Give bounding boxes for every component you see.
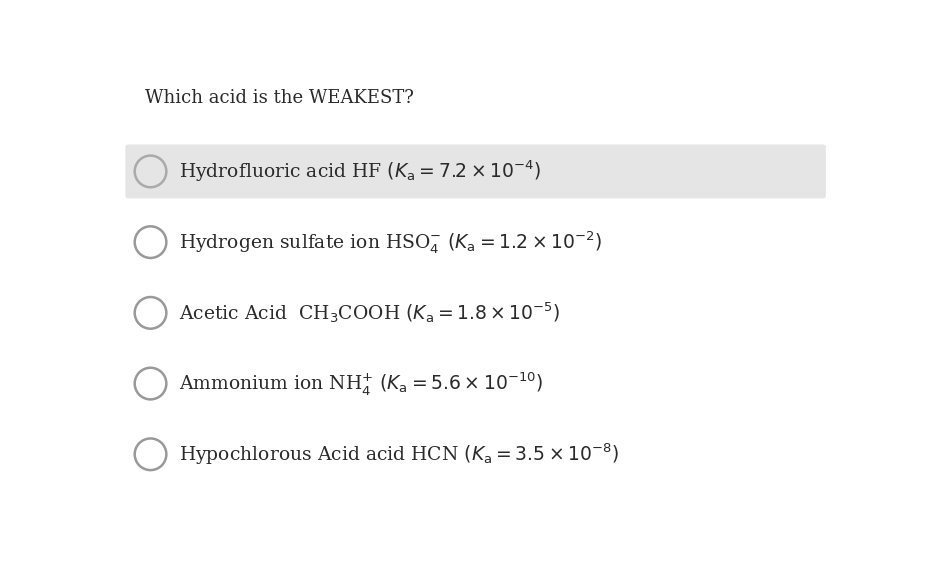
FancyBboxPatch shape xyxy=(125,145,825,199)
Text: Hydrogen sulfate ion HSO$_{4}^{-}$ $(K_{\mathrm{a}} = 1.2 \times 10^{-2})$: Hydrogen sulfate ion HSO$_{4}^{-}$ $(K_{… xyxy=(179,228,602,255)
Text: Hydrofluoric acid HF $(K_{\mathrm{a}} = 7.2 \times 10^{-4})$: Hydrofluoric acid HF $(K_{\mathrm{a}} = … xyxy=(179,158,541,184)
Text: Hypochlorous Acid acid HCN $(K_{\mathrm{a}} = 3.5 \times 10^{-8})$: Hypochlorous Acid acid HCN $(K_{\mathrm{… xyxy=(179,441,619,467)
Text: Ammonium ion NH$_{4}^{+}$ $(K_{\mathrm{a}} = 5.6 \times 10^{-10})$: Ammonium ion NH$_{4}^{+}$ $(K_{\mathrm{a… xyxy=(179,370,543,397)
Text: Which acid is the WEAKEST?: Which acid is the WEAKEST? xyxy=(145,89,413,107)
Text: Acetic Acid  CH$_{3}$COOH $(K_{\mathrm{a}} = 1.8 \times 10^{-5})$: Acetic Acid CH$_{3}$COOH $(K_{\mathrm{a}… xyxy=(179,300,560,325)
